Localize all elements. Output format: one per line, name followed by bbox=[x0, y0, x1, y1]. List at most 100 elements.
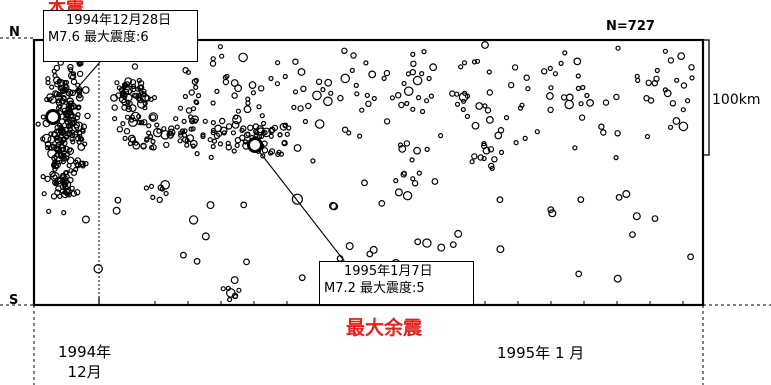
event-point bbox=[133, 140, 139, 146]
event-point bbox=[73, 121, 84, 131]
event-point bbox=[629, 231, 636, 239]
event-point bbox=[268, 148, 276, 155]
event-point bbox=[54, 80, 61, 88]
event-point bbox=[182, 132, 188, 138]
event-point bbox=[231, 120, 240, 129]
event-point bbox=[166, 130, 175, 139]
event-point bbox=[462, 90, 468, 96]
event-point bbox=[230, 130, 236, 136]
event-point bbox=[67, 107, 73, 113]
event-point bbox=[181, 118, 187, 125]
event-point bbox=[398, 144, 407, 153]
event-point bbox=[410, 51, 416, 58]
event-point bbox=[330, 202, 339, 211]
event-point bbox=[76, 70, 84, 78]
event-point bbox=[522, 135, 528, 141]
event-point bbox=[253, 132, 259, 138]
event-point bbox=[240, 201, 248, 209]
event-point bbox=[178, 130, 184, 136]
event-point bbox=[481, 41, 489, 49]
event-point bbox=[150, 138, 156, 145]
event-point bbox=[672, 117, 681, 125]
event-point bbox=[409, 68, 416, 76]
event-point bbox=[179, 251, 187, 259]
event-point bbox=[267, 150, 274, 156]
event-point bbox=[139, 119, 145, 125]
event-point bbox=[302, 118, 308, 125]
event-point bbox=[50, 143, 56, 149]
event-point bbox=[412, 75, 423, 86]
event-point bbox=[231, 148, 237, 154]
event-point bbox=[397, 142, 404, 148]
event-point bbox=[161, 126, 167, 132]
event-point bbox=[127, 140, 133, 147]
event-point bbox=[245, 96, 251, 102]
event-point bbox=[688, 64, 695, 71]
event-point bbox=[81, 86, 90, 94]
event-point bbox=[345, 242, 354, 251]
event-point bbox=[129, 85, 137, 93]
event-point bbox=[48, 95, 57, 104]
event-point bbox=[300, 85, 307, 93]
event-point bbox=[240, 125, 247, 132]
event-point bbox=[314, 119, 325, 129]
event-point bbox=[341, 126, 349, 133]
leader-layer bbox=[52, 61, 346, 263]
north-label: N bbox=[9, 25, 20, 40]
event-point bbox=[48, 131, 54, 137]
event-point bbox=[55, 146, 61, 152]
event-point bbox=[150, 194, 156, 200]
event-point bbox=[185, 69, 191, 75]
x-tick-label-dec-line1: 1994年 bbox=[58, 343, 112, 361]
event-point bbox=[552, 71, 559, 77]
event-point bbox=[35, 121, 41, 127]
plot-frame bbox=[32, 38, 705, 307]
event-point bbox=[225, 140, 231, 146]
event-point bbox=[118, 95, 127, 104]
mainshock-date: 1994年12月28日 bbox=[66, 13, 172, 28]
event-point bbox=[214, 88, 220, 95]
event-point bbox=[62, 184, 69, 191]
event-point bbox=[276, 149, 282, 155]
event-point bbox=[414, 238, 422, 246]
event-point bbox=[54, 189, 61, 196]
event-point bbox=[49, 84, 55, 90]
event-point bbox=[247, 124, 254, 132]
event-point bbox=[193, 77, 199, 84]
event-point bbox=[564, 99, 574, 110]
event-point bbox=[262, 130, 268, 136]
event-point bbox=[487, 146, 495, 153]
scale-bar-label: 100km bbox=[712, 92, 761, 108]
event-point bbox=[680, 82, 688, 89]
event-point bbox=[547, 206, 555, 214]
event-point bbox=[469, 159, 475, 165]
event-point bbox=[349, 67, 355, 74]
event-point bbox=[667, 124, 674, 130]
event-point bbox=[258, 85, 265, 92]
event-point bbox=[523, 74, 530, 81]
event-point bbox=[59, 87, 67, 95]
event-point bbox=[413, 146, 422, 155]
event-point bbox=[131, 63, 139, 70]
event-point bbox=[64, 191, 71, 197]
event-point bbox=[420, 108, 426, 115]
event-point bbox=[575, 270, 583, 278]
event-point bbox=[635, 77, 641, 84]
event-point bbox=[75, 93, 84, 102]
event-point bbox=[337, 94, 344, 102]
event-point bbox=[214, 124, 223, 133]
event-point bbox=[662, 48, 669, 54]
event-point bbox=[193, 257, 201, 265]
x-tick-label-dec: 1994年 12月 bbox=[58, 342, 111, 382]
event-point bbox=[684, 98, 691, 104]
event-point bbox=[210, 143, 216, 150]
event-point bbox=[403, 140, 411, 147]
event-point bbox=[292, 58, 299, 65]
event-point bbox=[547, 106, 554, 114]
highlight-events bbox=[45, 109, 263, 153]
event-point bbox=[62, 79, 68, 86]
event-point bbox=[586, 98, 594, 107]
event-point bbox=[634, 73, 640, 80]
event-point bbox=[124, 77, 133, 85]
event-point bbox=[368, 70, 377, 79]
